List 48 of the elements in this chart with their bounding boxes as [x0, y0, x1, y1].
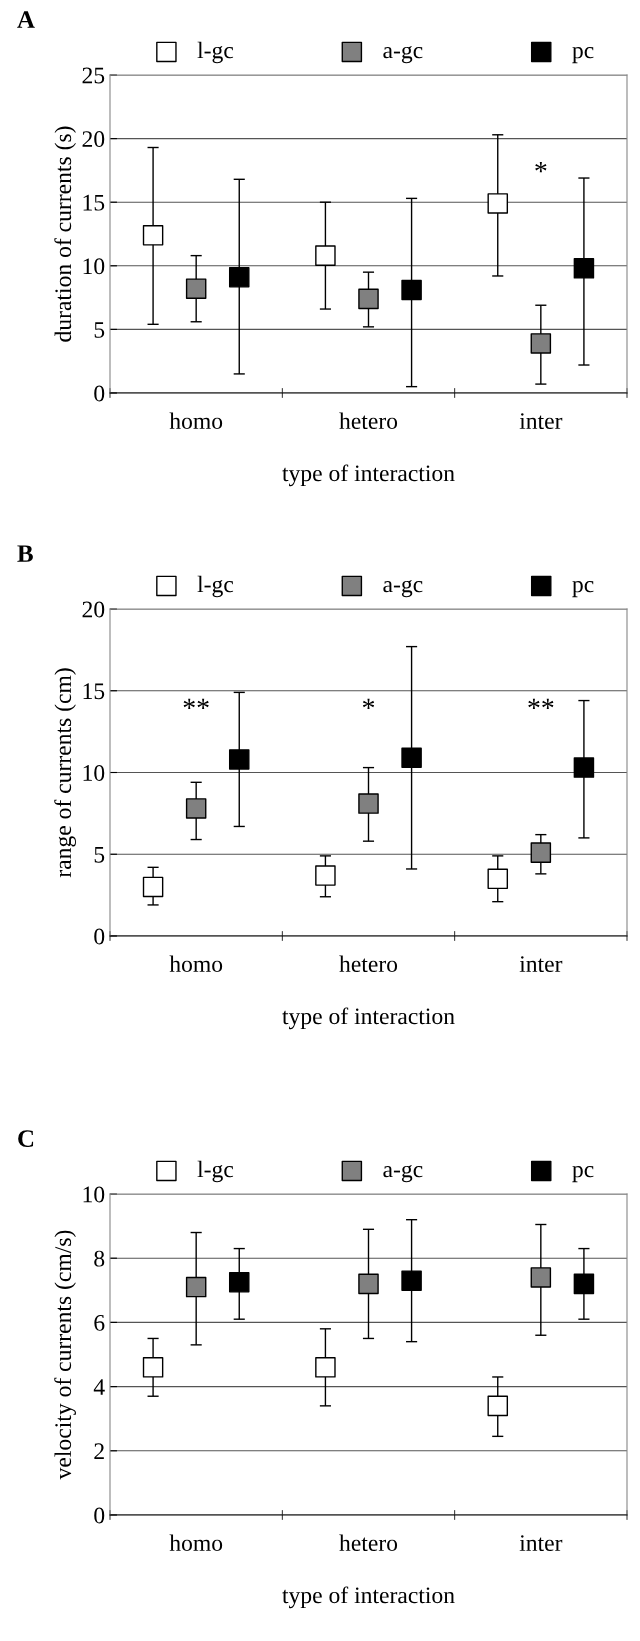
y-tick-label: 0: [94, 385, 105, 402]
x-tick-label: homo: [169, 955, 223, 973]
chart-title: C: [18, 1130, 34, 1148]
x-axis-title: type of interaction: [282, 464, 455, 487]
y-tick-label: 10: [83, 764, 105, 781]
x-tick-label: inter: [519, 956, 563, 973]
x-tick-label: homo: [169, 1534, 223, 1552]
y-tick-label: 6: [94, 1314, 105, 1331]
y-axis-title: duration of currents (s): [54, 126, 76, 342]
x-tick-label: inter: [519, 1535, 563, 1552]
legend-label: pc: [572, 46, 594, 64]
chart-title: B: [17, 545, 33, 562]
legend-label: l-gc: [197, 575, 234, 598]
annotation: **: [528, 698, 554, 710]
x-tick-label: hetero: [339, 955, 398, 973]
legend-label: pc: [572, 580, 594, 598]
y-tick-label: 20: [82, 131, 105, 148]
legend-label: a-gc: [383, 1164, 423, 1183]
y-tick-label: 10: [83, 1186, 105, 1203]
x-tick-label: homo: [169, 412, 223, 430]
y-axis-title: range of currents (cm): [54, 668, 76, 878]
y-tick-label: 15: [83, 194, 105, 211]
legend-label: a-gc: [383, 579, 423, 598]
x-axis-title: type of interaction: [282, 1586, 455, 1609]
x-tick-label: hetero: [339, 412, 398, 430]
x-tick-label: inter: [519, 413, 563, 430]
y-tick-label: 10: [83, 258, 105, 275]
legend-label: a-gc: [383, 45, 423, 64]
y-tick-label: 0: [94, 1507, 105, 1524]
legend-label: l-gc: [197, 1160, 234, 1183]
annotation: *: [535, 162, 547, 173]
annotation: **: [183, 698, 209, 710]
legend-label: pc: [572, 1165, 594, 1183]
y-tick-label: 5: [94, 322, 105, 338]
y-tick-label: 25: [82, 67, 105, 84]
y-axis-title: velocity of currents (cm/s): [54, 1230, 76, 1480]
x-axis-title: type of interaction: [282, 1007, 455, 1030]
y-tick-label: 8: [94, 1250, 105, 1267]
y-tick-label: 0: [94, 928, 105, 945]
annotation: *: [362, 698, 375, 710]
legend-label: l-gc: [197, 41, 234, 64]
y-tick-label: 5: [94, 846, 105, 863]
y-tick-label: 15: [83, 683, 105, 700]
y-tick-label: 4: [93, 1379, 105, 1395]
y-tick-label: 2: [94, 1443, 104, 1459]
y-tick-label: 20: [82, 601, 105, 618]
chart-title: A: [17, 11, 35, 28]
x-tick-label: hetero: [339, 1534, 398, 1552]
